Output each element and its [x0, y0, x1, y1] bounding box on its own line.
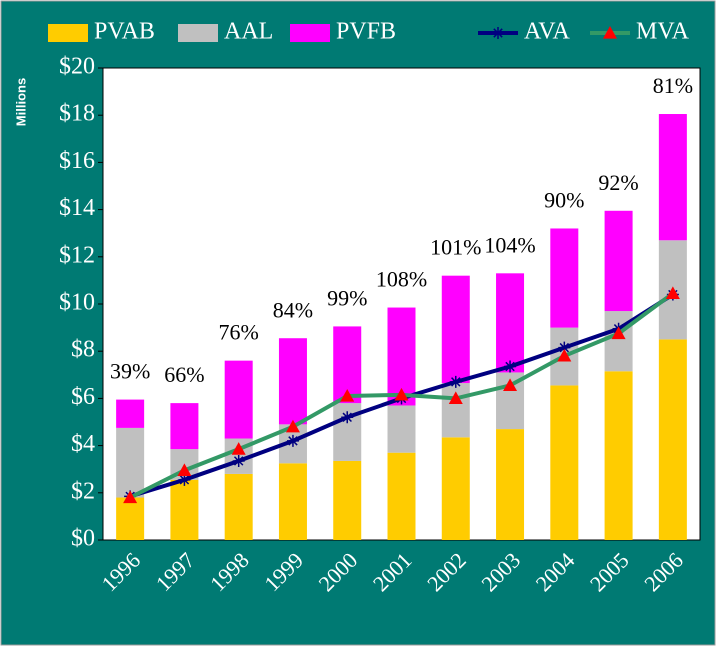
- bar-segment: [496, 429, 525, 540]
- line-marker: [178, 473, 191, 486]
- legend-marker: [603, 26, 617, 39]
- bar-segment: [604, 311, 633, 372]
- data-label: 66%: [164, 362, 204, 387]
- bar-segment: [387, 405, 416, 453]
- bar-segment: [170, 479, 199, 540]
- data-label: 76%: [219, 320, 259, 345]
- y-tick-label: $6: [71, 384, 95, 410]
- data-label: 81%: [653, 73, 693, 98]
- legend-swatch: [48, 24, 88, 42]
- bar-segment: [224, 360, 253, 439]
- line-marker: [557, 348, 572, 362]
- bar-segment: [278, 463, 307, 540]
- legend-label: AAL: [224, 19, 273, 45]
- line-marker: [123, 490, 138, 504]
- data-label: 104%: [484, 232, 535, 257]
- bar-segment: [604, 371, 633, 540]
- line-marker: [448, 391, 463, 404]
- bar-segment: [333, 460, 362, 540]
- line-marker: [341, 411, 354, 424]
- bar-segment: [278, 338, 307, 425]
- bar-segment: [441, 437, 470, 540]
- legend-swatch: [178, 24, 218, 42]
- data-label: 84%: [273, 297, 313, 322]
- y-tick-label: $10: [59, 290, 95, 316]
- data-label: 92%: [598, 170, 638, 195]
- y-tick-label: $2: [71, 478, 95, 504]
- y-tick-label: $0: [71, 526, 95, 552]
- line-marker: [285, 419, 300, 433]
- bar-segment: [604, 210, 633, 312]
- line-marker: [665, 286, 680, 299]
- line-marker: [232, 454, 245, 467]
- bar-segment: [387, 452, 416, 540]
- line-marker: [340, 389, 355, 402]
- bar-segment: [116, 497, 145, 540]
- line-marker: [394, 387, 409, 401]
- data-label: 101%: [430, 235, 481, 260]
- data-label: 99%: [327, 285, 367, 310]
- legend-label: PVAB: [94, 19, 155, 45]
- bar-segment: [116, 427, 145, 498]
- line-marker: [611, 326, 626, 340]
- line-marker: [177, 463, 192, 476]
- bar-segment: [116, 399, 145, 428]
- line-marker: [504, 360, 517, 373]
- bar-segment: [224, 473, 253, 540]
- line-marker: [558, 341, 571, 354]
- y-tick-label: $12: [59, 242, 95, 268]
- data-label: 90%: [544, 188, 584, 213]
- y-tick-label: $16: [59, 148, 95, 174]
- y-axis-label: Millions: [13, 78, 28, 126]
- y-tick-label: $14: [59, 195, 95, 221]
- line-marker: [231, 442, 246, 455]
- line-marker: [503, 378, 518, 392]
- y-tick-label: $8: [71, 337, 95, 363]
- bar-segment: [658, 339, 687, 540]
- legend-marker: [492, 27, 504, 39]
- y-tick-label: $4: [71, 431, 95, 457]
- line-marker: [449, 375, 462, 388]
- bar-segment: [550, 385, 579, 540]
- legend-swatch: [290, 24, 330, 42]
- bar-segment: [441, 275, 470, 384]
- legend-label: MVA: [636, 19, 690, 45]
- bar-segment: [441, 383, 470, 438]
- bar-segment: [170, 403, 199, 450]
- line-marker: [286, 434, 299, 447]
- data-label: 108%: [376, 267, 427, 292]
- legend-label: PVFB: [336, 19, 396, 45]
- y-tick-label: $18: [59, 101, 95, 127]
- data-label: 39%: [110, 359, 150, 384]
- bar-segment: [550, 228, 579, 328]
- bar-segment: [496, 273, 525, 373]
- bar-segment: [658, 114, 687, 241]
- legend-label: AVA: [524, 19, 570, 45]
- y-tick-label: $20: [59, 54, 95, 80]
